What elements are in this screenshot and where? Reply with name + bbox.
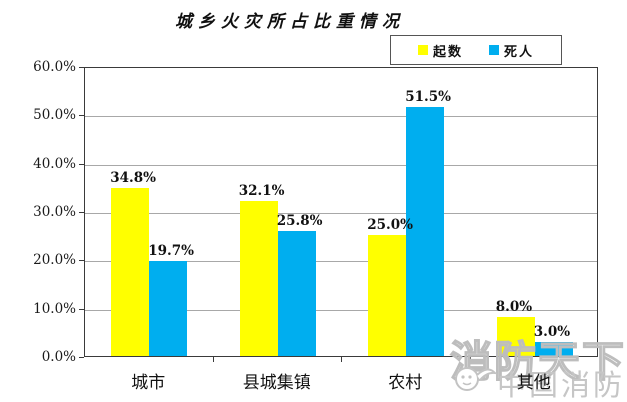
y-axis-tick-label: 40.0% (33, 155, 76, 172)
plot-area (84, 67, 598, 357)
legend-item-series2: 死人 (489, 41, 534, 60)
watermark-text-small: 中国消防 (497, 368, 626, 402)
y-axis-tick (79, 260, 84, 262)
y-axis-tick (79, 212, 84, 213)
legend-item-series1: 起数 (417, 41, 463, 60)
x-axis-tick (212, 357, 214, 362)
value-label: 3.0% (533, 323, 571, 340)
value-label: 25.8% (276, 213, 323, 230)
bar-series1-group1 (111, 187, 150, 356)
gridline (85, 309, 597, 311)
y-axis-tick-label: 60.0% (33, 59, 76, 75)
x-axis-tick (341, 357, 342, 362)
value-label: 51.5% (405, 89, 451, 106)
gridline (85, 116, 597, 118)
legend-label-series1: 起数 (432, 44, 463, 60)
x-axis-category-label: 城市 (131, 373, 166, 392)
x-axis-category-label: 县城集镇 (242, 373, 311, 392)
bar-series1-group4 (496, 317, 535, 356)
y-axis-tick (79, 67, 84, 68)
y-axis-tick (79, 357, 84, 358)
value-label: 32.1% (238, 182, 285, 199)
y-axis-tick-label: 20.0% (33, 252, 76, 269)
gridline (85, 164, 597, 166)
y-axis-tick (79, 163, 84, 165)
value-label: 34.8% (110, 169, 156, 186)
bar-series2-group2 (277, 231, 316, 356)
x-axis-category-label: 其他 (516, 373, 551, 392)
y-axis-tick-label: 50.0% (33, 107, 76, 124)
y-axis-tick (79, 115, 84, 117)
gridline (85, 213, 597, 214)
y-axis-tick-label: 30.0% (33, 204, 76, 220)
y-axis-tick-label: 10.0% (33, 300, 76, 317)
y-axis-tick (79, 308, 84, 310)
bar-series2-group1 (149, 260, 188, 356)
bar-series1-group2 (239, 200, 278, 356)
legend: 起数 死人 (390, 35, 562, 65)
x-axis-tick (469, 357, 471, 362)
value-label: 8.0% (495, 299, 533, 316)
gridline (85, 261, 597, 263)
value-label: 25.0% (367, 217, 413, 234)
x-axis-category-label: 农村 (388, 373, 423, 392)
legend-label-series2: 死人 (504, 44, 535, 60)
bar-series2-group4 (534, 341, 573, 356)
y-axis-tick-label: 0.0% (41, 349, 76, 365)
value-label: 19.7% (148, 242, 194, 259)
bar-series2-group3 (406, 107, 445, 356)
watermark-mascot-icon (455, 367, 498, 391)
chart-title: 城乡火灾所占比重情况 (175, 12, 405, 32)
legend-swatch-blue (489, 45, 499, 55)
legend-swatch-yellow (417, 45, 428, 55)
bar-series1-group3 (368, 235, 407, 356)
